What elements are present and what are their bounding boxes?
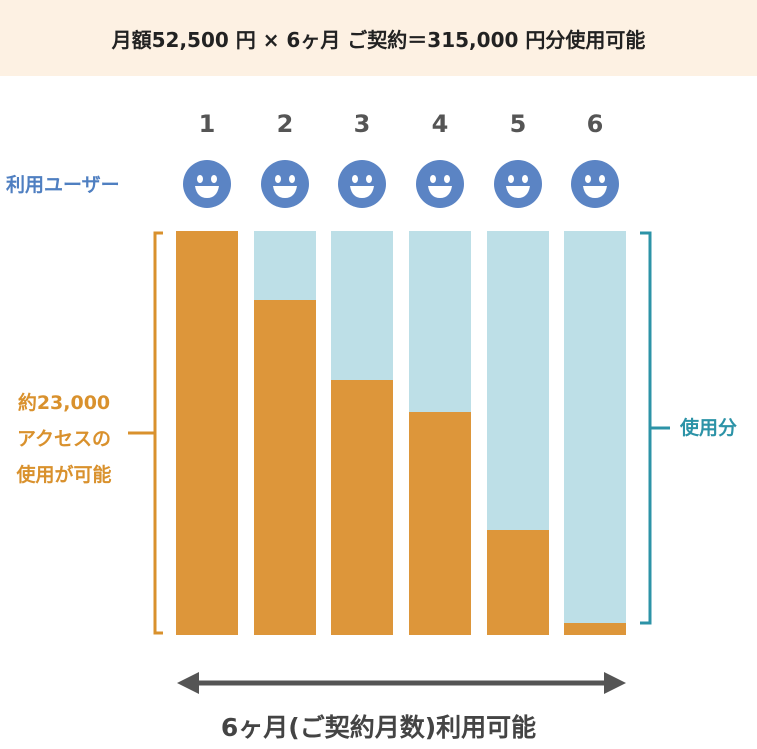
- access-usage-label-line1: 約23,000: [17, 392, 111, 414]
- smiley-face-icon: [571, 160, 619, 208]
- smiley-face-icon: [494, 160, 542, 208]
- duration-arrow: [177, 672, 626, 694]
- bar-month-6: [564, 231, 626, 635]
- right-bracket: [640, 231, 670, 625]
- contract-banner-text: 月額52,500 円 × 6ヶ月 ご契約＝315,000 円分使用可能: [111, 27, 646, 52]
- month-number-3: 3: [353, 110, 371, 138]
- bar-used-segment: [487, 530, 549, 635]
- bar-used-segment: [254, 300, 316, 635]
- bar-month-5: [487, 231, 549, 635]
- used-portion-label: 使用分: [680, 417, 738, 439]
- bar-remaining-segment: [564, 231, 626, 623]
- bar-remaining-segment: [487, 231, 549, 530]
- bar-remaining-segment: [254, 231, 316, 300]
- users-label: 利用ユーザー: [6, 174, 120, 196]
- access-usage-label-line3: 使用が可能: [16, 464, 112, 486]
- month-number-2: 2: [276, 110, 294, 138]
- bar-used-segment: [564, 623, 626, 635]
- month-number-5: 5: [509, 110, 527, 138]
- contract-banner: 月額52,500 円 × 6ヶ月 ご契約＝315,000 円分使用可能: [0, 0, 757, 76]
- access-usage-label: 約23,000 アクセスの 使用が可能: [0, 385, 128, 493]
- arrowhead-left-icon: [177, 672, 199, 694]
- bar-used-segment: [331, 380, 393, 635]
- smiley-face-icon: [261, 160, 309, 208]
- month-number-1: 1: [198, 110, 216, 138]
- month-number-6: 6: [586, 110, 604, 138]
- arrowhead-right-icon: [604, 672, 626, 694]
- access-usage-label-line2: アクセスの: [16, 428, 112, 450]
- bar-used-segment: [409, 412, 471, 635]
- month-number-4: 4: [431, 110, 449, 138]
- contract-period-label: 6ヶ月(ご契約月数)利用可能: [220, 713, 537, 742]
- bar-month-2: [254, 231, 316, 635]
- bar-remaining-segment: [409, 231, 471, 412]
- bar-month-3: [331, 231, 393, 635]
- left-bracket: [128, 231, 163, 635]
- bar-used-segment: [176, 231, 238, 635]
- bar-month-1: [176, 231, 238, 635]
- smiley-face-icon: [416, 160, 464, 208]
- smiley-face-icon: [183, 160, 231, 208]
- smiley-face-icon: [338, 160, 386, 208]
- bar-remaining-segment: [331, 231, 393, 380]
- bar-month-4: [409, 231, 471, 635]
